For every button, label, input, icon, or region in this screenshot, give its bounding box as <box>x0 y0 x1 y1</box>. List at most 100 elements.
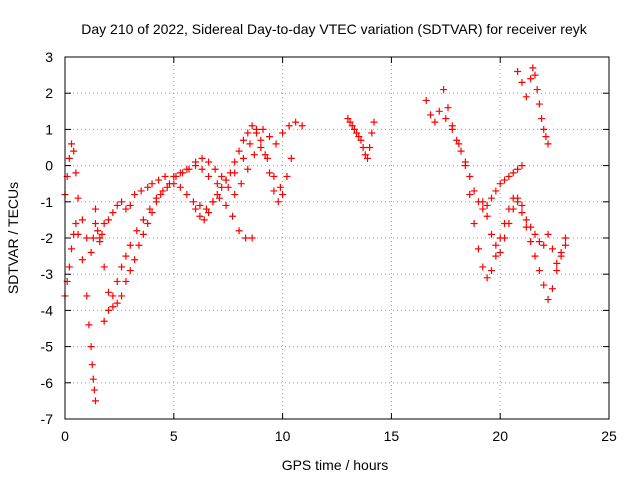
data-point <box>126 201 134 209</box>
data-point <box>202 205 210 213</box>
data-point <box>348 122 356 130</box>
y-tick-label: -7 <box>41 411 54 427</box>
data-point <box>215 194 223 202</box>
y-tick-label: 3 <box>45 49 53 65</box>
series-track-d <box>100 144 284 325</box>
x-tick-label: 0 <box>61 428 69 444</box>
series-track-f <box>344 115 378 162</box>
data-point <box>218 183 226 191</box>
y-tick-label: 2 <box>45 85 53 101</box>
data-point <box>270 187 278 195</box>
data-point <box>259 125 267 133</box>
data-point <box>185 165 193 173</box>
series-track-e <box>192 122 295 224</box>
x-axis-label: GPS time / hours <box>282 457 389 473</box>
data-point <box>74 194 82 202</box>
data-point <box>157 191 165 199</box>
data-point <box>518 78 526 86</box>
data-point <box>505 220 513 228</box>
data-point <box>540 125 548 133</box>
data-point <box>144 183 152 191</box>
data-point <box>237 180 245 188</box>
x-tick-label: 10 <box>275 428 291 444</box>
data-point <box>205 209 213 217</box>
data-point <box>292 118 300 126</box>
data-point <box>422 96 430 104</box>
data-point <box>538 115 546 123</box>
data-point <box>74 230 82 238</box>
data-point <box>98 230 106 238</box>
data-point <box>370 118 378 126</box>
x-tick-label: 5 <box>170 428 178 444</box>
data-point <box>461 162 469 170</box>
data-point <box>442 115 450 123</box>
data-point <box>118 263 126 271</box>
y-tick-label: -1 <box>41 194 54 210</box>
data-point <box>109 292 117 300</box>
data-point <box>87 248 95 256</box>
data-point <box>244 129 252 137</box>
data-point <box>274 198 282 206</box>
data-point <box>90 386 98 394</box>
data-point <box>529 64 537 72</box>
data-point <box>501 234 509 242</box>
series-track-g <box>422 86 526 213</box>
data-point <box>357 136 365 144</box>
data-point <box>561 234 569 242</box>
data-point <box>239 154 247 162</box>
data-point <box>266 169 274 177</box>
data-point <box>246 140 254 148</box>
data-point <box>105 216 113 224</box>
data-point <box>444 104 452 112</box>
data-point <box>470 187 478 195</box>
data-point <box>527 223 535 231</box>
data-point <box>229 212 237 220</box>
data-point <box>83 292 91 300</box>
data-point <box>553 267 561 275</box>
data-point <box>198 154 206 162</box>
data-point <box>222 201 230 209</box>
data-point <box>239 136 247 144</box>
data-point <box>483 201 491 209</box>
y-tick-label: -2 <box>41 230 54 246</box>
data-point <box>544 140 552 148</box>
data-point <box>514 194 522 202</box>
y-axis-label: SDTVAR / TECUs <box>5 182 21 294</box>
data-point <box>100 317 108 325</box>
y-tick-label: 0 <box>45 158 53 174</box>
y-tick-label: -4 <box>41 302 54 318</box>
data-point <box>100 263 108 271</box>
data-point <box>65 263 73 271</box>
data-point <box>248 122 256 130</box>
data-point <box>483 274 491 282</box>
data-point <box>285 122 293 130</box>
series-track-i <box>479 194 569 267</box>
data-point <box>72 220 80 228</box>
data-point <box>137 187 145 195</box>
data-point <box>250 151 258 159</box>
data-point <box>196 212 204 220</box>
data-point <box>198 165 206 173</box>
data-point <box>109 303 117 311</box>
data-point <box>440 86 448 94</box>
data-point <box>266 133 274 141</box>
data-point <box>68 245 76 253</box>
data-point <box>113 299 121 307</box>
data-point <box>483 212 491 220</box>
data-point <box>176 183 184 191</box>
data-point <box>492 241 500 249</box>
data-point <box>540 281 548 289</box>
data-point <box>501 176 509 184</box>
data-point <box>276 183 284 191</box>
series-track-j <box>514 64 552 148</box>
data-point <box>131 191 139 199</box>
data-point <box>505 172 513 180</box>
data-point <box>70 147 78 155</box>
x-tick-label: 25 <box>601 428 617 444</box>
data-point <box>189 198 197 206</box>
x-tick-label: 20 <box>492 428 508 444</box>
data-point <box>179 169 187 177</box>
data-point <box>146 205 154 213</box>
data-point <box>94 227 102 235</box>
